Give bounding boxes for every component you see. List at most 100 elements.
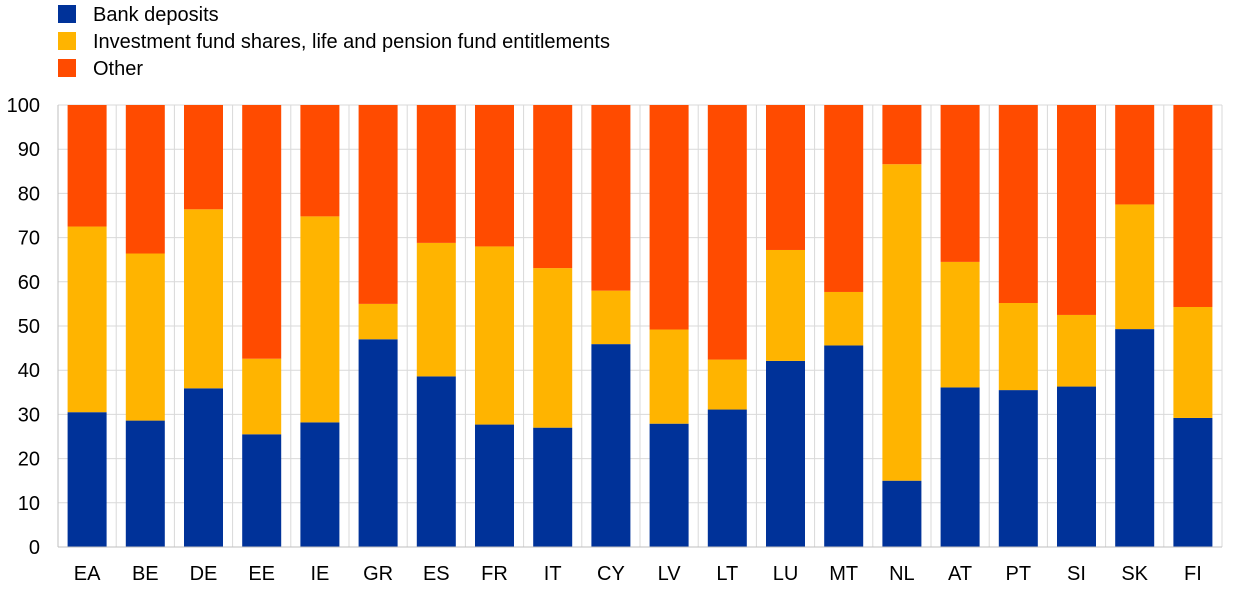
bar-GR-series-1 [358, 303, 398, 340]
y-tick-label-8: 80 [18, 183, 40, 205]
bar-MT-series-1 [824, 291, 864, 346]
y-tick-label-2: 20 [18, 449, 40, 471]
bar-PT-series-2 [998, 105, 1038, 304]
legend-label-1: Investment fund shares, life and pension… [93, 31, 610, 53]
bar-LT-series-0 [707, 409, 747, 547]
y-tick-label-10: 100 [7, 95, 40, 117]
bar-ES-series-1 [416, 242, 456, 377]
bar-IT-series-0 [533, 427, 573, 547]
bar-BE-series-1 [125, 253, 165, 421]
y-tick-label-9: 90 [18, 139, 40, 161]
bar-SK-series-2 [1115, 105, 1155, 205]
x-tick-label-LV: LV [658, 563, 682, 585]
bar-DE-series-2 [184, 105, 223, 210]
x-tick-label-BE: BE [132, 563, 159, 585]
bar-SI-series-1 [1057, 314, 1096, 387]
bar-EA-series-2 [67, 105, 107, 227]
x-tick-label-CY: CY [597, 563, 625, 585]
bar-BE-series-2 [125, 105, 165, 254]
x-tick-label-IT: IT [544, 563, 562, 585]
x-tick-label-LT: LT [716, 563, 738, 585]
bar-DE-series-1 [184, 209, 223, 389]
x-tick-label-DE: DE [190, 563, 218, 585]
bar-MT-series-0 [824, 345, 864, 547]
bar-LT-series-1 [707, 359, 747, 410]
x-tick-label-FI: FI [1184, 563, 1202, 585]
bar-IE-series-1 [300, 216, 340, 423]
bar-IT-series-1 [533, 268, 573, 428]
bar-BE-series-0 [125, 420, 165, 547]
bar-PT-series-0 [998, 390, 1038, 547]
y-tick-label-5: 50 [18, 316, 40, 338]
y-tick-label-4: 40 [18, 360, 40, 382]
y-tick-label-3: 30 [18, 404, 40, 426]
bar-DE-series-0 [184, 388, 223, 547]
bar-CY-series-2 [591, 105, 631, 291]
bar-LV-series-2 [649, 105, 689, 330]
y-tick-label-0: 0 [29, 537, 40, 559]
legend-swatch-1 [58, 32, 76, 50]
bars [67, 105, 1213, 547]
bar-GR-series-2 [358, 105, 398, 304]
bar-EA-series-0 [67, 412, 107, 547]
x-tick-label-SI: SI [1067, 563, 1086, 585]
bar-EA-series-1 [67, 226, 107, 413]
axes [57, 105, 1222, 548]
x-axis-ticks: EA BE DE EE IE GR ES FR IT CY LV LT LU MT NL AT PT SI SK FI [74, 563, 1202, 585]
bar-SI-series-2 [1057, 105, 1096, 315]
bar-NL-series-2 [882, 105, 922, 165]
bar-EE-series-1 [242, 358, 282, 435]
bar-NL-series-1 [882, 164, 922, 481]
x-tick-label-NL: NL [889, 563, 915, 585]
x-tick-label-MT: MT [829, 563, 858, 585]
bar-NL-series-0 [882, 480, 922, 547]
bar-IE-series-2 [300, 105, 340, 217]
legend-swatch-2 [58, 59, 76, 77]
bar-CY-series-1 [591, 290, 631, 345]
legend-label-0: Bank deposits [93, 4, 219, 26]
bar-AT-series-2 [940, 105, 980, 262]
bar-ES-series-0 [416, 376, 456, 547]
bar-LV-series-1 [649, 329, 689, 424]
x-tick-label-GR: GR [363, 563, 393, 585]
bar-ES-series-2 [416, 105, 456, 243]
bar-PT-series-1 [998, 303, 1038, 391]
bar-LT-series-2 [707, 105, 747, 360]
x-tick-label-PT: PT [1006, 563, 1032, 585]
y-tick-label-6: 60 [18, 272, 40, 294]
x-tick-label-FR: FR [481, 563, 508, 585]
x-tick-label-LU: LU [773, 563, 799, 585]
bar-GR-series-0 [358, 339, 398, 547]
bar-LV-series-0 [649, 423, 689, 547]
bar-LU-series-2 [766, 105, 805, 250]
bar-IT-series-2 [533, 105, 573, 269]
x-tick-label-SK: SK [1121, 563, 1148, 585]
gridlines [57, 104, 1223, 547]
bar-SI-series-0 [1057, 386, 1096, 547]
bar-AT-series-0 [940, 387, 980, 547]
legend-label-2: Other [93, 58, 143, 80]
bar-FI-series-1 [1173, 306, 1213, 418]
legend: Bank deposits Investment fund shares, lif… [58, 4, 610, 80]
bar-FR-series-2 [475, 105, 514, 247]
bar-LU-series-0 [766, 360, 805, 547]
legend-swatch-0 [58, 5, 76, 23]
bar-FI-series-0 [1173, 417, 1213, 547]
x-tick-label-IE: IE [310, 563, 329, 585]
bar-IE-series-0 [300, 422, 340, 547]
x-tick-label-EA: EA [74, 563, 101, 585]
bar-AT-series-1 [940, 261, 980, 388]
bar-FR-series-1 [475, 246, 514, 425]
bar-SK-series-0 [1115, 329, 1155, 547]
bar-CY-series-0 [591, 344, 631, 547]
bar-EE-series-0 [242, 434, 282, 547]
y-axis-ticks: 0 10 20 30 40 50 60 70 80 90 100 [7, 95, 40, 559]
x-tick-label-AT: AT [948, 563, 972, 585]
bar-FI-series-2 [1173, 105, 1213, 307]
y-tick-label-7: 70 [18, 228, 40, 250]
bar-LU-series-1 [766, 249, 805, 361]
y-tick-label-1: 10 [18, 493, 40, 515]
bar-SK-series-1 [1115, 204, 1155, 330]
x-tick-label-ES: ES [423, 563, 450, 585]
